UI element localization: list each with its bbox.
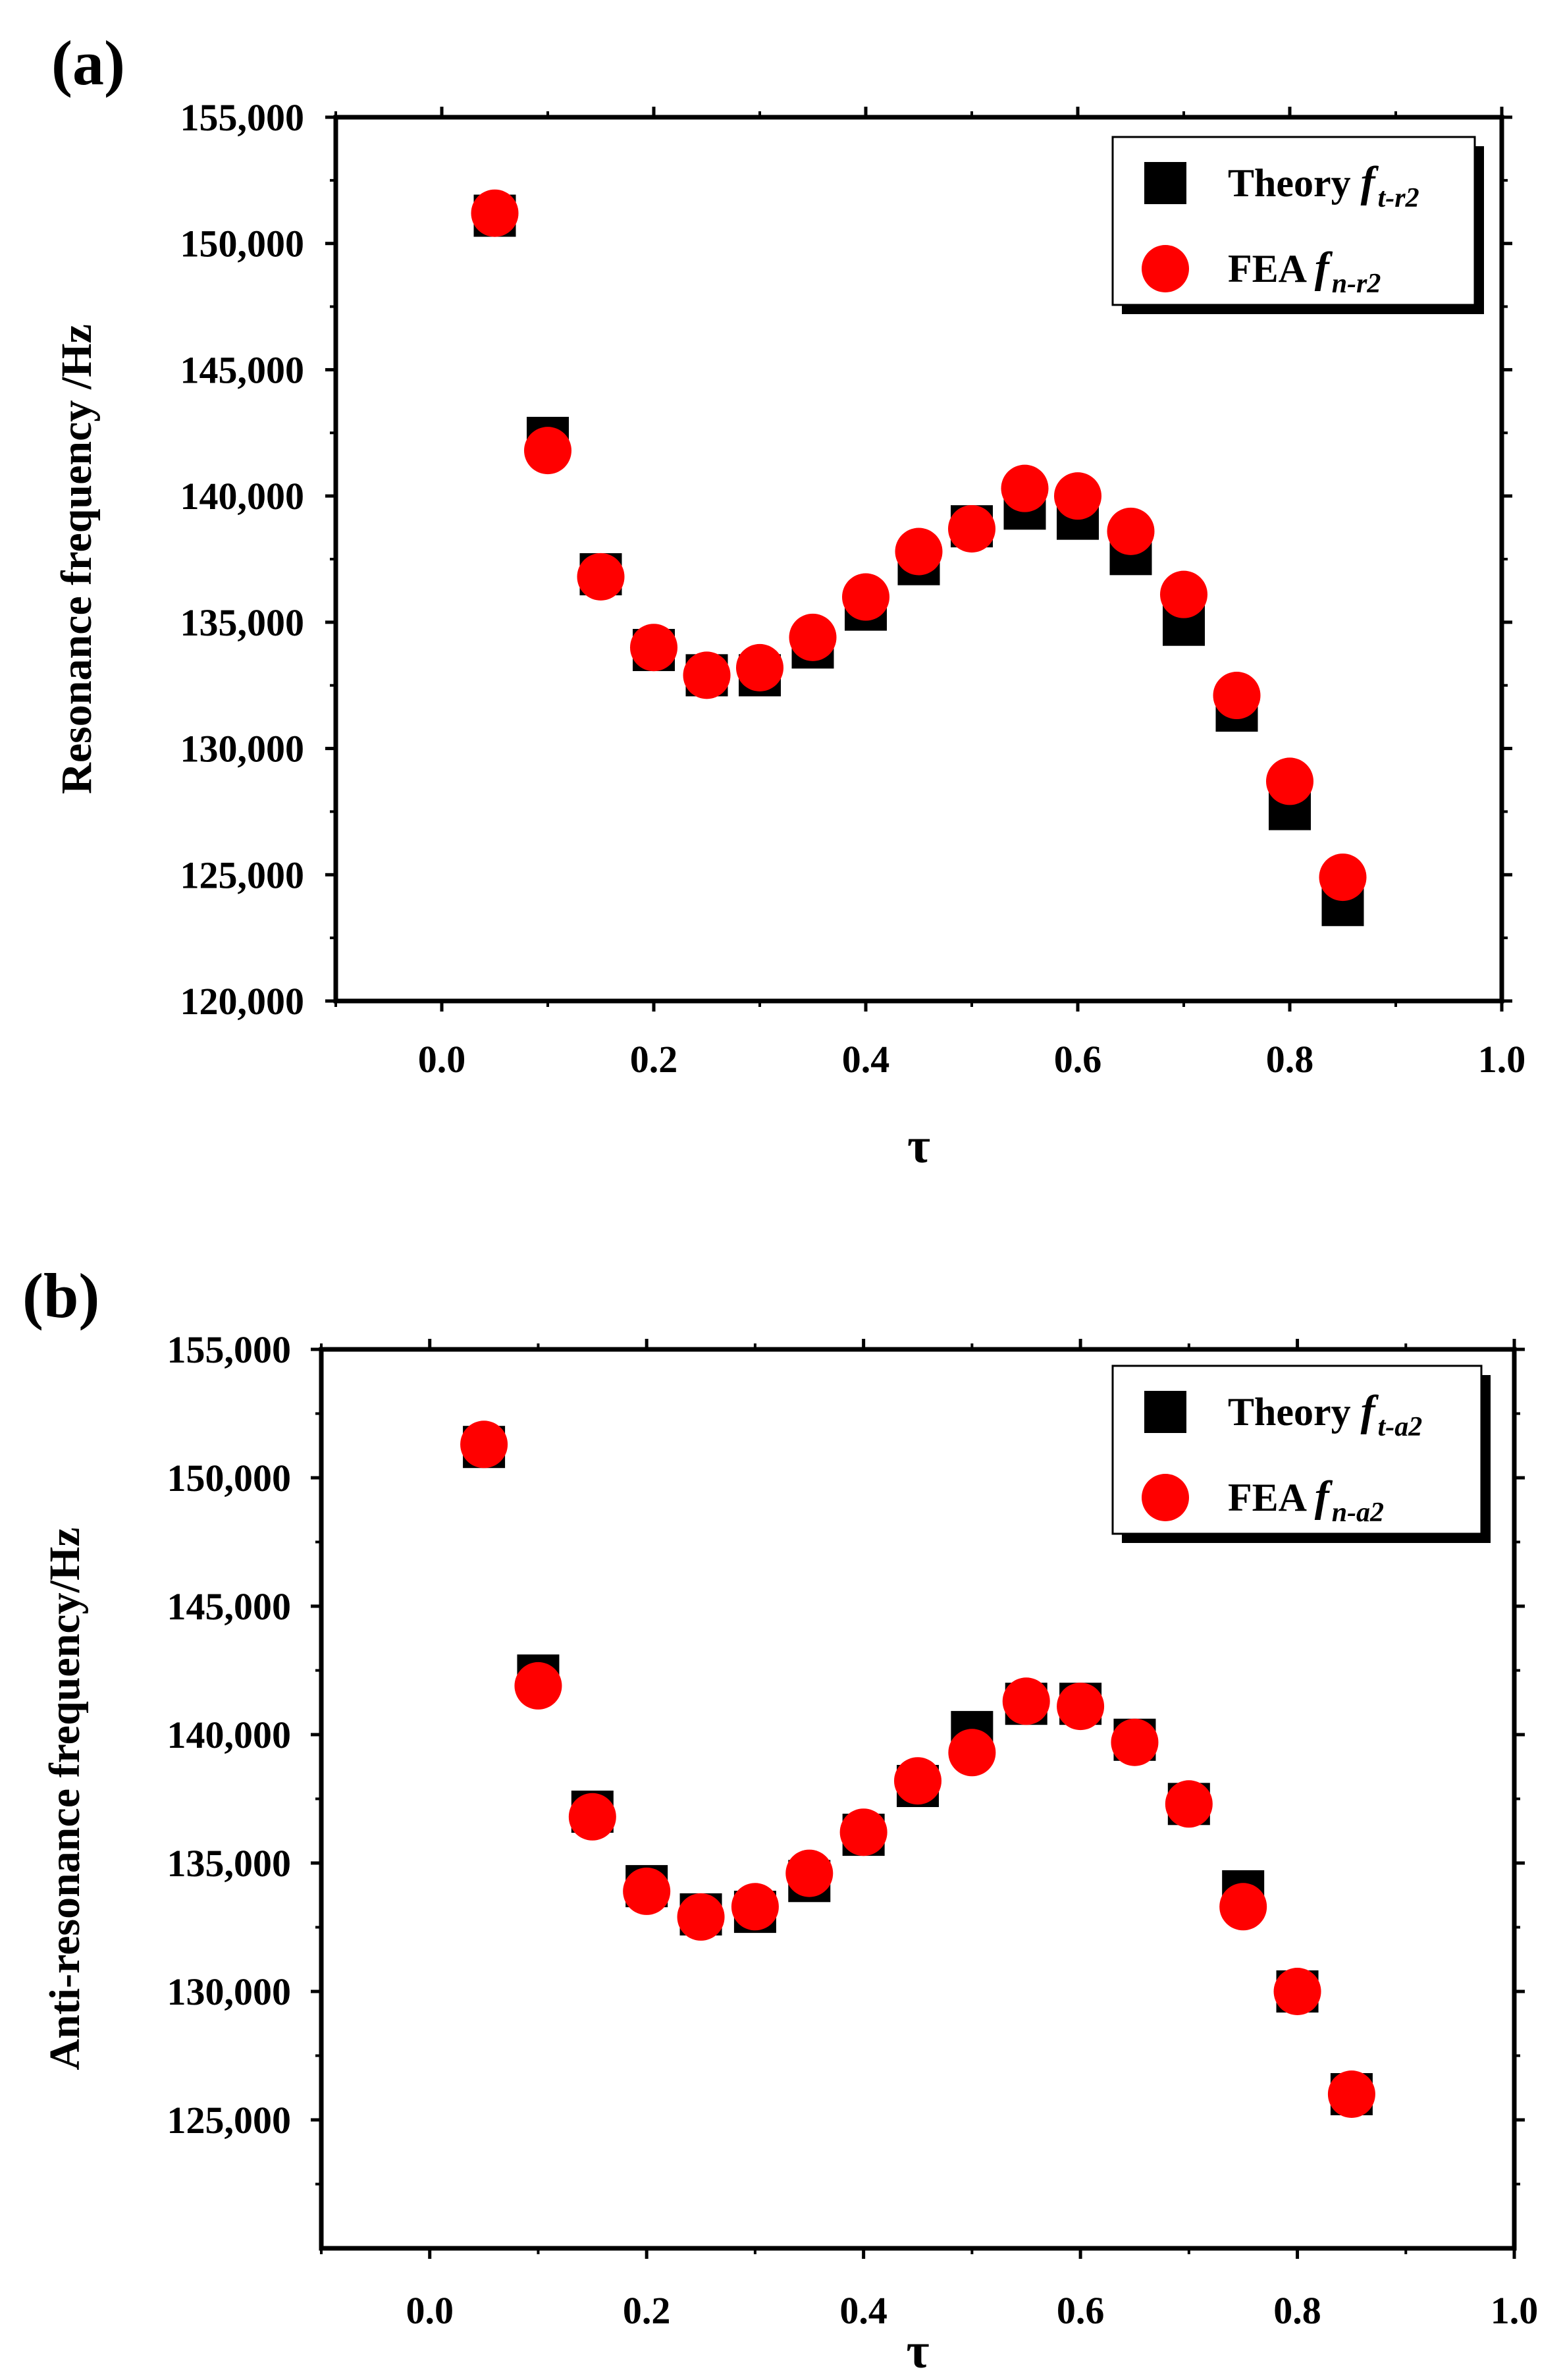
data-point-fea — [1111, 1718, 1159, 1766]
y-tick-label: 125,000 — [180, 853, 305, 896]
y-tick-label: 135,000 — [180, 601, 305, 644]
data-point-fea — [1219, 1883, 1267, 1931]
data-point-fea — [677, 1893, 725, 1941]
data-point-fea — [577, 553, 625, 601]
legend: Theory ft-a2 FEA fn-a2 — [1111, 1365, 1491, 1543]
data-point-fea — [895, 527, 943, 576]
x-tick-label: 1.0 — [1478, 1038, 1526, 1081]
data-point-fea — [1319, 853, 1367, 902]
data-point-fea — [731, 1883, 779, 1931]
data-point-fea — [1165, 1780, 1213, 1828]
y-axis-title: Anti-resonance frequency/Hz — [41, 1527, 89, 2070]
x-tick-label: 0.8 — [1273, 2289, 1321, 2332]
data-point-fea — [1001, 464, 1049, 512]
y-tick-label: 150,000 — [180, 223, 305, 265]
data-point-fea — [623, 1867, 671, 1915]
y-axis-title: Resonance frequency /Hz — [53, 324, 101, 794]
chart-b: (b) 0.0 0.2 0.4 0.6 0.8 1.0 125,000 130,000 135,0… — [22, 1260, 1539, 2379]
legend-marker-circle — [1142, 245, 1189, 292]
legend-entry: Theory ft-a2 — [1228, 1387, 1422, 1442]
y-tick-label: 140,000 — [180, 475, 305, 518]
y-tick-label: 155,000 — [180, 96, 305, 139]
data-point-fea — [1054, 472, 1101, 520]
x-tick-label: 0.0 — [406, 2289, 454, 2332]
x-axis-title: τ — [907, 1118, 930, 1174]
data-point-fea — [948, 1729, 996, 1777]
x-tick-label: 1.0 — [1491, 2289, 1539, 2332]
legend-marker-circle — [1142, 1474, 1189, 1521]
x-tick-label: 0.6 — [1057, 2289, 1105, 2332]
panel-label: (a) — [51, 28, 125, 98]
data-point-fea — [1266, 757, 1313, 805]
series-fea — [460, 1420, 1375, 2118]
data-point-fea — [1327, 2070, 1375, 2118]
data-point-fea — [1002, 1677, 1050, 1725]
x-tick-label: 0.4 — [842, 1038, 890, 1081]
legend-marker-square — [1144, 1391, 1186, 1433]
x-axis-title: τ — [906, 2323, 929, 2377]
y-tick-label: 130,000 — [167, 1970, 292, 2013]
data-point-fea — [471, 189, 519, 237]
legend-marker-square — [1144, 162, 1186, 204]
y-tick-label: 145,000 — [167, 1585, 292, 1628]
data-point-fea — [894, 1757, 941, 1805]
x-tick-label: 0.4 — [839, 2289, 887, 2332]
x-tick-label: 0.8 — [1266, 1038, 1314, 1081]
y-tick-label: 120,000 — [180, 980, 305, 1023]
data-point-fea — [789, 613, 837, 661]
panel-label: (b) — [22, 1260, 99, 1331]
data-point-fea — [630, 624, 677, 672]
data-point-fea — [568, 1793, 616, 1841]
y-tick-label: 140,000 — [167, 1714, 292, 1756]
x-tick-label: 0.0 — [418, 1038, 466, 1081]
data-point-fea — [1057, 1683, 1105, 1731]
legend-entry: FEA fn-a2 — [1228, 1473, 1384, 1528]
data-point-fea — [460, 1420, 508, 1469]
data-point-fea — [736, 643, 783, 691]
y-tick-label: 135,000 — [167, 1842, 292, 1885]
data-point-fea — [524, 427, 571, 475]
y-tick-label: 145,000 — [180, 348, 305, 391]
x-tick-label: 0.6 — [1054, 1038, 1102, 1081]
data-point-fea — [1107, 507, 1155, 555]
x-tick-label: 0.2 — [623, 2289, 671, 2332]
data-point-fea — [514, 1662, 562, 1710]
y-tick-label: 155,000 — [167, 1328, 292, 1371]
data-point-fea — [839, 1808, 887, 1856]
y-tick-label: 130,000 — [180, 728, 305, 771]
x-tick-label: 0.2 — [630, 1038, 678, 1081]
y-tick-label: 125,000 — [167, 2099, 292, 2142]
data-point-fea — [1160, 570, 1207, 618]
data-point-fea — [842, 573, 889, 621]
data-point-fea — [1273, 1968, 1321, 2015]
data-point-fea — [683, 651, 731, 699]
chart-a: (a) 0.0 0.2 0.4 0.6 0.8 1.0 120,000 125,000 130,0… — [51, 28, 1525, 1174]
data-point-fea — [785, 1849, 834, 1897]
series-fea — [471, 189, 1367, 902]
data-point-fea — [1213, 672, 1261, 720]
y-tick-label: 150,000 — [167, 1457, 292, 1500]
data-point-fea — [948, 504, 995, 553]
